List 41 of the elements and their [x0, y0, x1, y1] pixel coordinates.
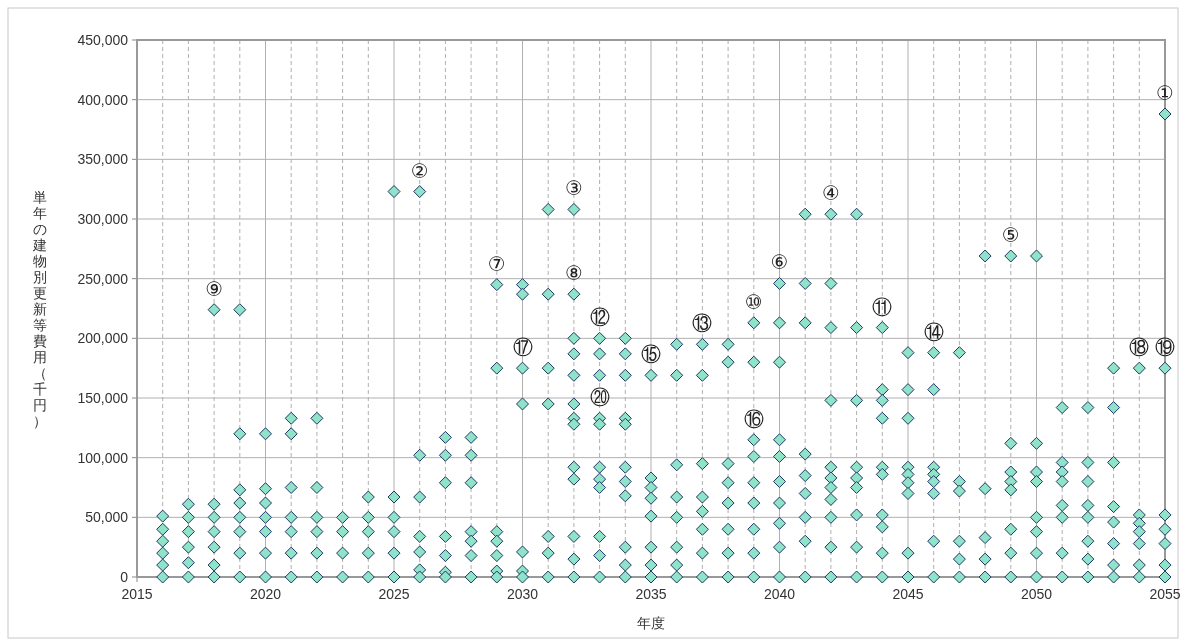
annotation: ⑱	[1129, 335, 1150, 360]
x-tick-label: 2045	[892, 586, 924, 602]
x-tick-label: 2050	[1020, 586, 1053, 602]
x-tick-label: 2055	[1149, 586, 1181, 602]
x-tick-label: 2030	[506, 586, 539, 602]
annotation: ⑦	[487, 251, 506, 276]
x-tick-label: 2035	[635, 586, 667, 602]
annotation: ⑤	[1001, 222, 1020, 247]
y-tick-label: 50,000	[85, 509, 129, 526]
annotation: ⑰	[512, 335, 533, 360]
annotation: ⑲	[1155, 335, 1175, 360]
y-tick-label: 300,000	[77, 211, 129, 227]
annotation: ⑧	[564, 261, 583, 286]
y-tick-label: 400,000	[77, 91, 129, 108]
y-tick-label: 0	[120, 569, 129, 585]
annotation: ②	[410, 158, 429, 183]
x-tick-label: 2020	[249, 586, 282, 602]
y-tick-label: 150,000	[77, 390, 129, 406]
annotation: ⑯	[743, 406, 764, 431]
y-tick-label: 100,000	[77, 449, 129, 466]
annotation: ①	[1156, 80, 1174, 105]
annotation: ⑪	[872, 294, 893, 319]
annotation: ③	[564, 176, 583, 201]
x-axis-title: 年度	[637, 615, 665, 631]
y-tick-label: 450,000	[77, 32, 129, 48]
x-tick-label: 2025	[378, 586, 410, 602]
annotation: ⑨	[205, 276, 224, 301]
annotation: ④	[821, 181, 840, 206]
y-tick-label: 200,000	[77, 330, 129, 347]
y-tick-label: 250,000	[77, 270, 129, 287]
annotation: ⑫	[589, 305, 610, 330]
annotation: ⑬	[692, 311, 713, 336]
annotation: ⑳	[589, 385, 610, 410]
annotation: ⑥	[770, 250, 789, 275]
x-tick-label: 2040	[763, 586, 796, 602]
y-axis-title: 単年の建物別更新等費用（千円）	[33, 188, 47, 429]
annotation: ⑮	[641, 342, 661, 367]
annotation: ⑭	[923, 319, 944, 344]
x-tick-label: 2015	[121, 586, 153, 602]
y-tick-label: 350,000	[77, 151, 129, 168]
annotation: ⑩	[744, 289, 763, 314]
